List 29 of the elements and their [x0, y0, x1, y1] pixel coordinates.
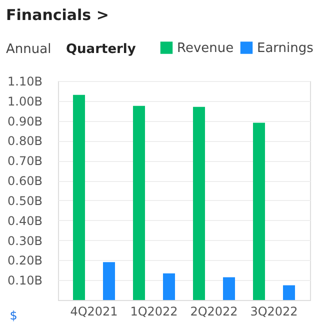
y-tick-label: 0.50B [8, 194, 42, 208]
bar [193, 106, 205, 300]
text: Annual [6, 42, 52, 57]
legend-label: Revenue [177, 40, 234, 56]
y-tick-label: 0.30B [8, 234, 42, 248]
y-tick-label: 0.40B [8, 214, 42, 228]
bar [73, 94, 85, 300]
y-tick-label: 1.10B [8, 74, 42, 88]
x-tick-label: 4Q2021 [70, 304, 118, 318]
bar [253, 122, 265, 300]
text: Quarterly [66, 42, 136, 57]
y-axis-title: $ [10, 308, 18, 322]
bar [223, 277, 235, 300]
legend-label: Earnings [257, 40, 314, 56]
x-tick-label: 3Q2022 [250, 304, 298, 318]
y-tick-label: 0.20B [8, 254, 42, 268]
chart-title: Financials > [6, 6, 109, 24]
bar [283, 285, 295, 300]
x-tick-label: 1Q2022 [130, 304, 178, 318]
bar [163, 273, 175, 300]
y-tick-label: 0.70B [8, 154, 42, 168]
y-tick-label: 0.10B [8, 274, 42, 288]
bar [103, 262, 115, 300]
x-tick-label: 2Q2022 [190, 304, 238, 318]
y-tick-label: 0.90B [8, 114, 42, 128]
y-tick-label: 1.00B [8, 94, 42, 108]
bar [133, 106, 145, 300]
y-tick-label: 0.80B [8, 134, 42, 148]
y-tick-label: 0.60B [8, 174, 42, 188]
